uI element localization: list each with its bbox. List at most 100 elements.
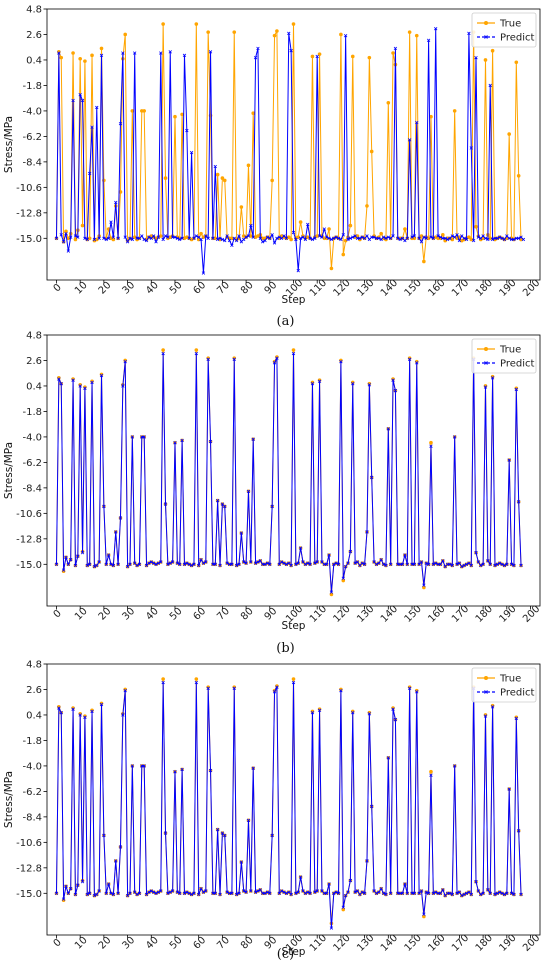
- data-point-true: [163, 176, 168, 180]
- data-point-predict: [182, 891, 187, 895]
- x-tick-label: 180: [474, 933, 495, 954]
- data-point-predict: [455, 233, 459, 237]
- data-point-predict: [142, 764, 146, 768]
- y-tick-label: 0.4: [26, 381, 42, 392]
- data-point-true: [59, 55, 64, 60]
- data-point-predict: [512, 237, 516, 242]
- y-axis-title: Stress/MPa: [3, 442, 15, 499]
- data-point-true: [391, 377, 395, 381]
- data-point-predict: [144, 563, 149, 568]
- data-point-predict: [149, 889, 153, 893]
- data-point-predict: [80, 880, 85, 884]
- data-point-predict: [244, 235, 248, 239]
- data-point-predict: [298, 875, 303, 879]
- data-point-predict: [263, 562, 267, 566]
- data-point-predict: [341, 905, 345, 909]
- data-point-predict: [462, 563, 466, 568]
- data-point-true: [483, 384, 488, 388]
- y-tick-label: -12.8: [16, 863, 42, 874]
- data-point-predict: [377, 890, 381, 894]
- data-point-predict: [296, 269, 300, 273]
- x-tick-label: 80: [239, 280, 256, 297]
- data-point-true: [215, 172, 220, 177]
- data-point-predict: [102, 833, 106, 838]
- data-point-predict: [289, 563, 293, 568]
- data-point-predict: [215, 498, 220, 503]
- data-point-predict: [204, 560, 208, 564]
- data-point-predict: [419, 240, 424, 244]
- data-point-predict: [448, 891, 452, 895]
- data-point-predict: [232, 236, 236, 240]
- data-point-predict: [370, 804, 374, 809]
- data-point-predict: [505, 562, 509, 566]
- data-point-predict: [206, 357, 210, 362]
- data-point-predict: [317, 234, 322, 238]
- x-tick-label: 80: [239, 935, 256, 952]
- data-point-predict: [325, 562, 329, 566]
- data-point-predict: [308, 562, 312, 566]
- data-point-predict: [95, 105, 99, 110]
- data-point-true: [414, 33, 419, 38]
- data-point-predict: [199, 237, 203, 242]
- y-tick-label: -15.0: [16, 560, 42, 571]
- data-point-predict: [282, 234, 286, 238]
- data-point-true: [488, 236, 493, 241]
- legend-marker-predict: [484, 690, 488, 694]
- legend: True Predict: [471, 12, 537, 48]
- data-point-true: [339, 687, 343, 692]
- data-point-predict: [64, 231, 68, 236]
- data-point-predict: [469, 892, 473, 897]
- data-point-predict: [218, 892, 222, 897]
- data-point-predict: [66, 891, 71, 895]
- data-point-predict: [258, 888, 262, 892]
- data-point-predict: [365, 530, 369, 534]
- data-point-predict: [175, 561, 180, 565]
- data-point-true: [350, 54, 355, 59]
- x-tick-label: 160: [426, 604, 447, 625]
- data-point-true: [90, 53, 94, 58]
- data-point-true: [161, 348, 165, 352]
- data-point-predict: [237, 234, 241, 238]
- legend-box: [471, 12, 537, 48]
- data-point-predict: [505, 234, 509, 238]
- y-tick-label: 4.8: [26, 5, 42, 16]
- data-point-predict: [261, 240, 265, 244]
- data-point-true: [99, 46, 104, 51]
- data-point-predict: [417, 562, 421, 566]
- x-tick-label: 120: [331, 604, 352, 625]
- data-point-predict: [393, 717, 398, 722]
- data-point-true: [220, 176, 225, 180]
- data-point-true: [99, 701, 104, 706]
- data-point-predict: [147, 235, 151, 239]
- x-tick-label: 70: [215, 280, 232, 297]
- data-point-predict: [500, 236, 504, 240]
- data-point-predict: [457, 561, 462, 565]
- data-point-predict: [189, 892, 194, 897]
- data-point-predict: [178, 891, 182, 895]
- data-point-predict: [320, 889, 324, 893]
- data-point-predict: [429, 444, 433, 448]
- data-point-true: [514, 715, 519, 720]
- y-tick-label: -15.0: [16, 234, 42, 245]
- data-point-predict: [85, 563, 89, 568]
- data-point-true: [249, 234, 253, 238]
- data-point-predict: [417, 236, 421, 240]
- chart-panel-b: 4.8 2.6 0.4 -1.8 -4.0 -6.2 -8.4 -10.6 -12.8 -15.0…: [3, 331, 542, 657]
- data-point-predict: [379, 886, 383, 891]
- y-tick-label: -12.8: [16, 534, 42, 545]
- data-point-predict: [80, 98, 85, 103]
- x-tick-label: 60: [192, 280, 209, 297]
- data-point-predict: [474, 55, 478, 60]
- data-point-true: [99, 372, 104, 377]
- data-point-predict: [268, 891, 272, 895]
- data-point-predict: [450, 563, 454, 568]
- data-point-predict: [187, 562, 191, 566]
- data-point-predict: [242, 889, 246, 893]
- data-point-predict: [422, 583, 426, 587]
- data-point-predict: [407, 686, 412, 691]
- data-point-predict: [415, 361, 419, 365]
- data-point-predict: [78, 93, 82, 97]
- data-point-true: [199, 231, 203, 236]
- data-point-predict: [223, 238, 227, 243]
- data-point-predict: [325, 891, 329, 895]
